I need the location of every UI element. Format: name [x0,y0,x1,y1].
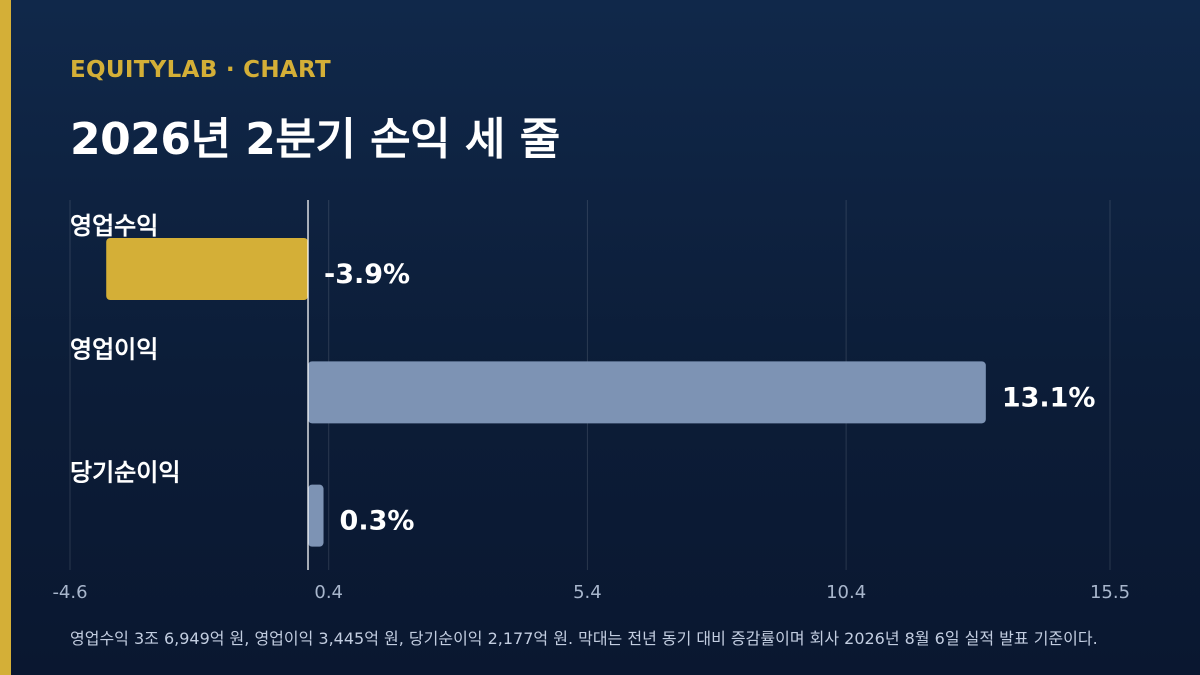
x-tick-label: 10.4 [826,582,866,603]
value-label: 0.3% [340,506,415,537]
bar [308,484,324,547]
bar [308,361,986,424]
category-label: 영업이익 [70,335,158,363]
chart-title: 2026년 2분기 손익 세 줄 [70,114,560,165]
x-tick-label: -4.6 [52,582,87,603]
brand-label: EQUITYLAB · CHART [70,57,331,83]
x-tick-label: 15.5 [1090,582,1130,603]
accent-stripe [0,0,11,675]
x-axis-ticks: -4.6 0.4 5.4 10.4 15.5 [52,582,1130,603]
category-label: 영업수익 [70,212,158,240]
labels: 영업수익 -3.9% 영업이익 13.1% 당기순이익 0.3% [70,212,1095,537]
footnote: 영업수익 3조 6,949억 원, 영업이익 3,445억 원, 당기순이익 2… [70,629,1098,648]
category-label: 당기순이익 [70,459,180,487]
x-tick-label: 0.4 [314,582,343,603]
bars [106,238,986,547]
value-label: -3.9% [324,259,410,290]
x-tick-label: 5.4 [573,582,602,603]
bar [106,238,309,300]
value-label: 13.1% [1002,382,1096,413]
